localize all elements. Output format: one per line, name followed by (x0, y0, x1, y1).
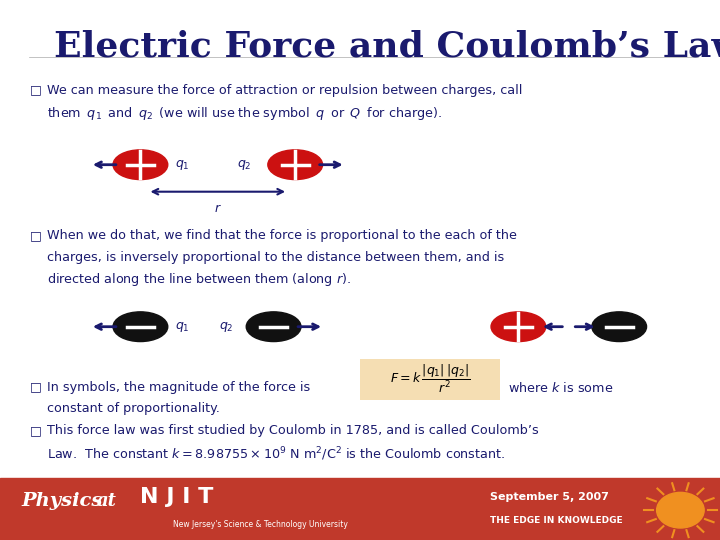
Text: Law.  The constant $k = 8.98755\times10^9$ N m$^2$/C$^2$ is the Coulomb constant: Law. The constant $k = 8.98755\times10^9… (47, 446, 505, 463)
Ellipse shape (113, 312, 168, 341)
Text: Physics: Physics (22, 491, 103, 510)
Text: □: □ (30, 230, 42, 242)
Text: Electric Force and Coulomb’s Law: Electric Force and Coulomb’s Law (54, 30, 720, 64)
Text: This force law was first studied by Coulomb in 1785, and is called Coulomb’s: This force law was first studied by Coul… (47, 424, 539, 437)
Bar (0, 478, 720, 540)
Text: at: at (97, 491, 117, 510)
Ellipse shape (491, 312, 546, 341)
Text: $q_1$: $q_1$ (175, 158, 189, 172)
Text: them  $q_1$  and  $q_2$  (we will use the symbol  $q$  or  $Q$  for charge).: them $q_1$ and $q_2$ (we will use the sy… (47, 105, 442, 122)
FancyBboxPatch shape (360, 359, 500, 400)
Ellipse shape (113, 150, 168, 180)
Text: N J I T: N J I T (140, 487, 214, 507)
Text: where $k$ is some: where $k$ is some (508, 381, 613, 395)
Circle shape (657, 492, 704, 528)
Text: $q_2$: $q_2$ (220, 320, 234, 334)
Text: In symbols, the magnitude of the force is: In symbols, the magnitude of the force i… (47, 381, 310, 394)
Text: directed along the line between them (along $r$).: directed along the line between them (al… (47, 271, 351, 288)
Text: □: □ (30, 424, 42, 437)
Text: New Jersey's Science & Technology University: New Jersey's Science & Technology Univer… (173, 520, 348, 529)
Ellipse shape (592, 312, 647, 341)
Text: charges, is inversely proportional to the distance between them, and is: charges, is inversely proportional to th… (47, 251, 504, 264)
Text: THE EDGE IN KNOWLEDGE: THE EDGE IN KNOWLEDGE (490, 516, 622, 525)
Text: constant of proportionality.: constant of proportionality. (47, 402, 220, 415)
Text: $r$: $r$ (214, 202, 222, 215)
Text: September 5, 2007: September 5, 2007 (490, 491, 608, 502)
Text: □: □ (30, 84, 42, 97)
Text: $q_2$: $q_2$ (238, 158, 252, 172)
Text: □: □ (30, 381, 42, 394)
Ellipse shape (268, 150, 323, 180)
Text: $F = k\,\dfrac{|q_1|\,|q_2|}{r^2}$: $F = k\,\dfrac{|q_1|\,|q_2|}{r^2}$ (390, 363, 470, 395)
Text: We can measure the force of attraction or repulsion between charges, call: We can measure the force of attraction o… (47, 84, 522, 97)
Ellipse shape (246, 312, 301, 341)
Text: $q_1$: $q_1$ (175, 320, 189, 334)
Text: When we do that, we find that the force is proportional to the each of the: When we do that, we find that the force … (47, 230, 517, 242)
